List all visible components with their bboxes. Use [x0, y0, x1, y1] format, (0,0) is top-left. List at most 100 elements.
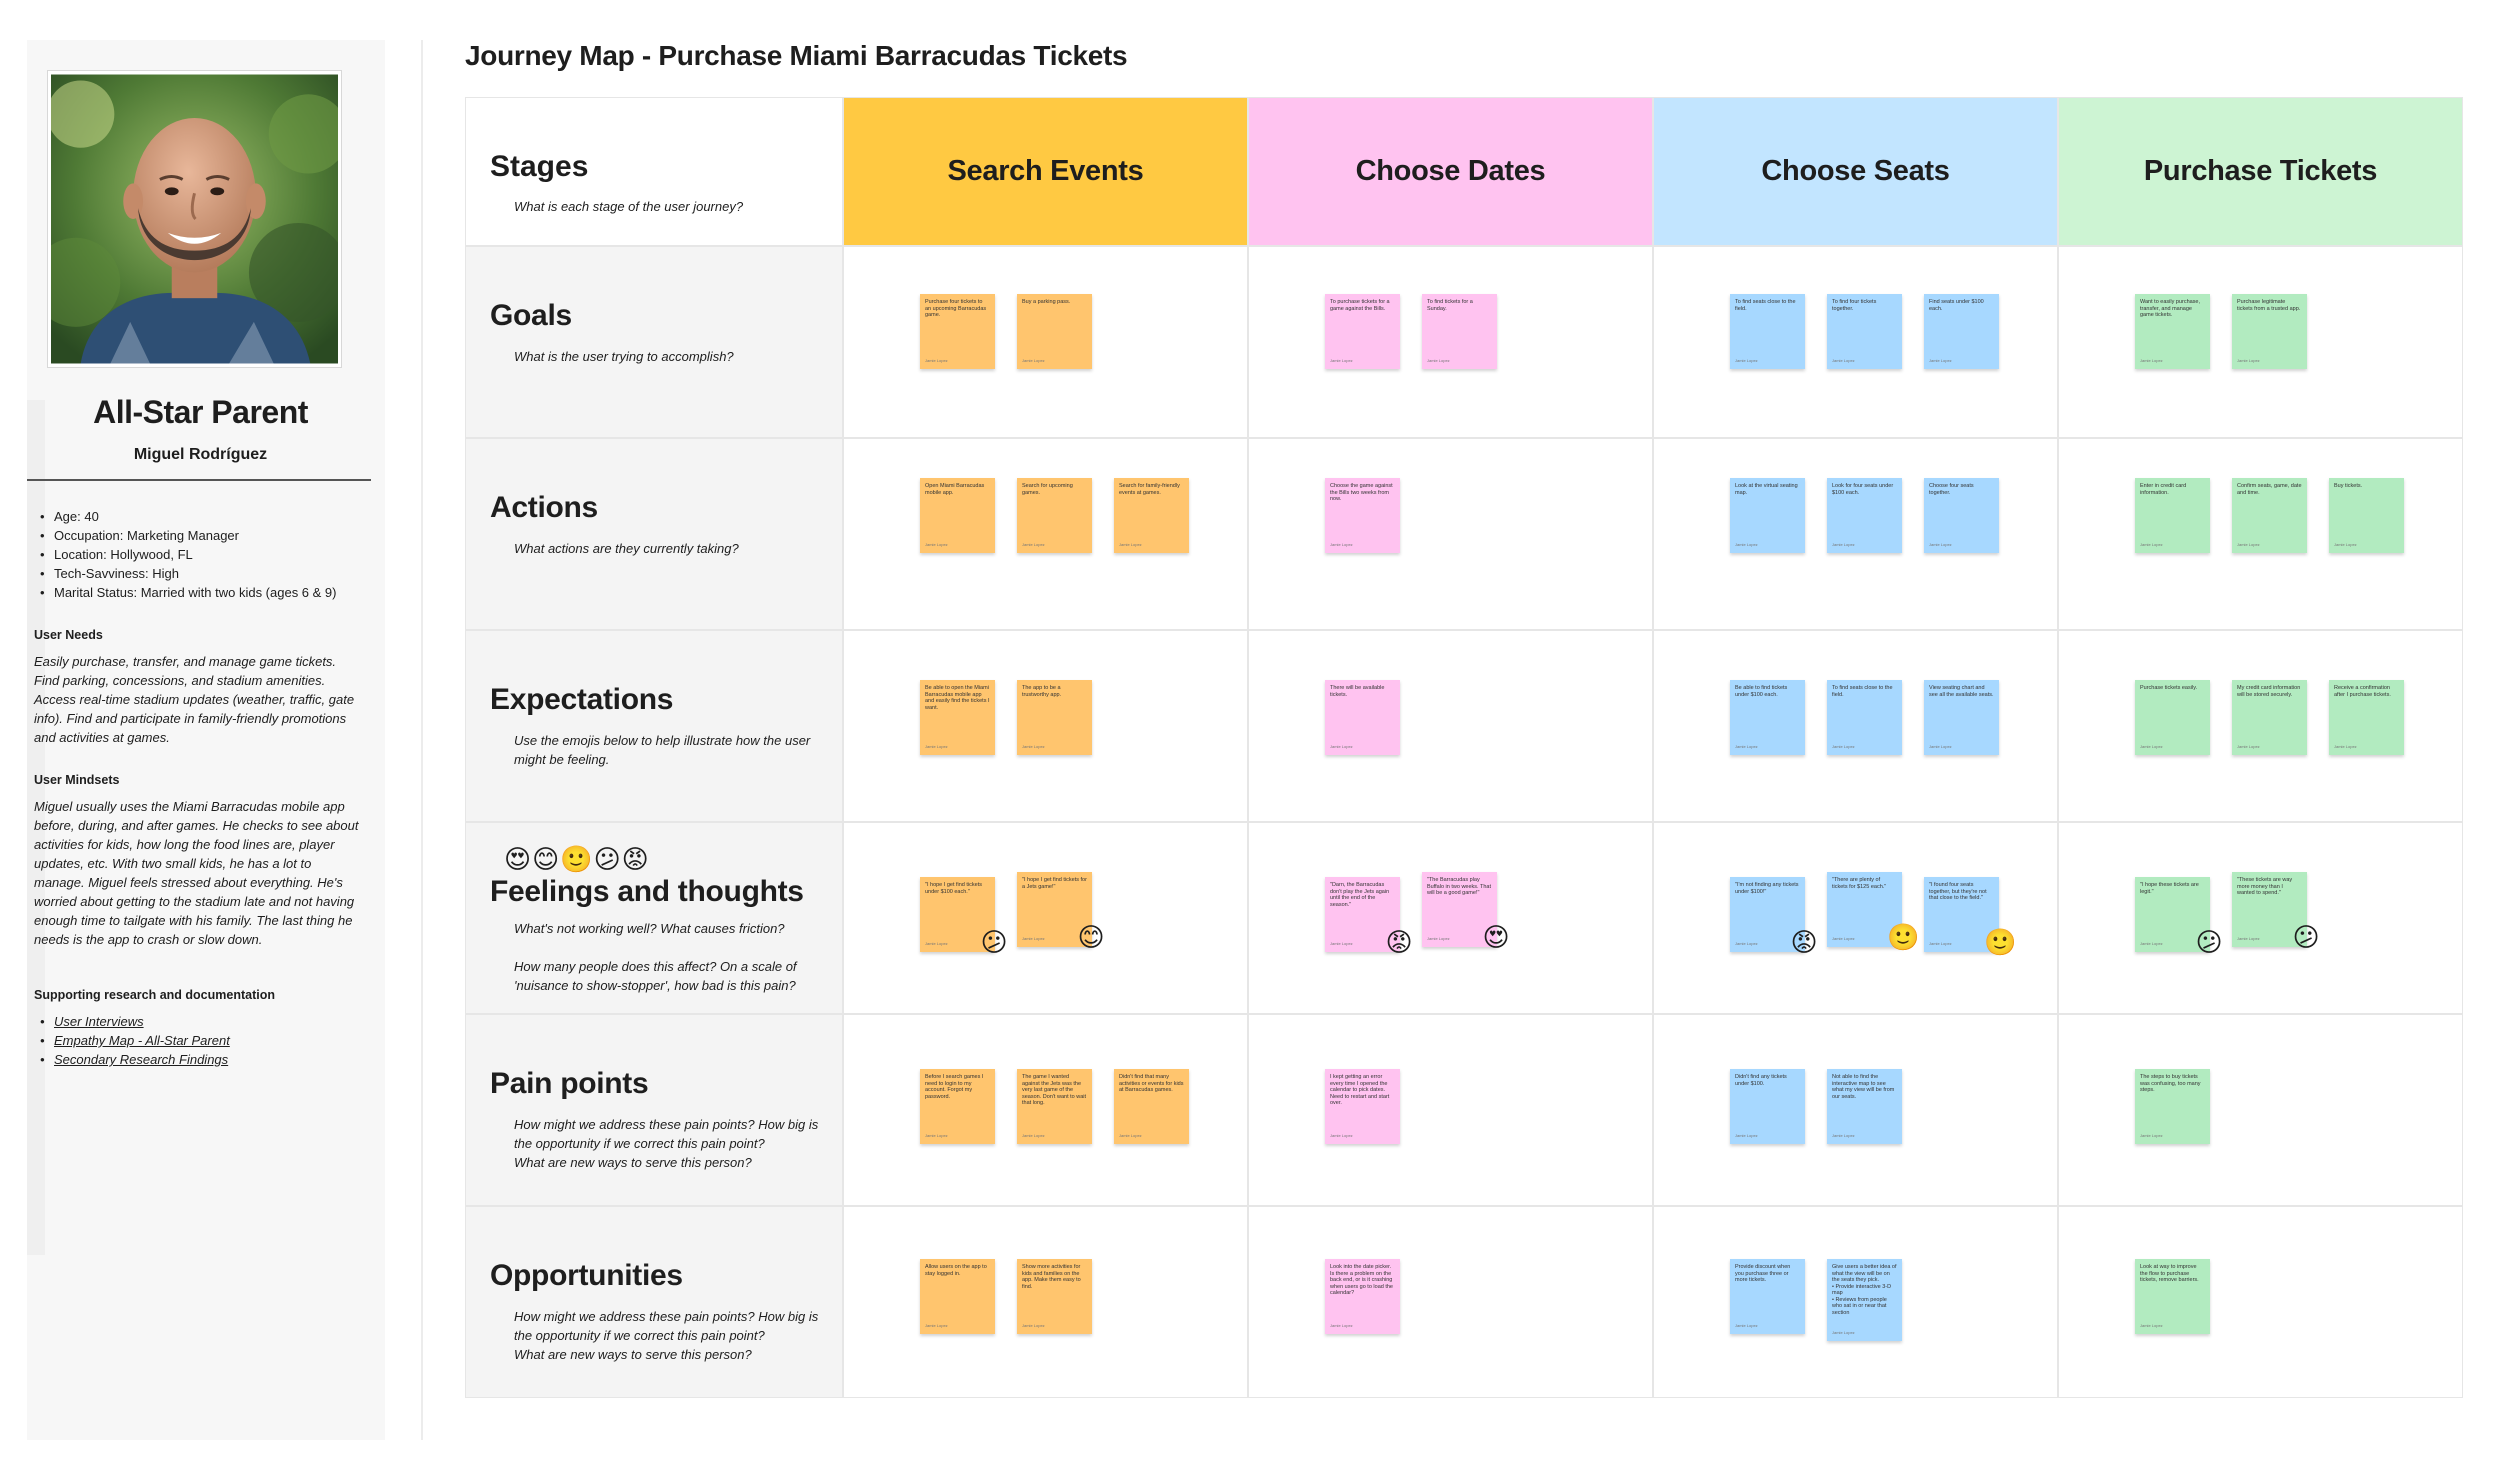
stage-header-purchase-tickets[interactable]: Purchase Tickets	[2058, 97, 2463, 246]
cell-expectations-choose-dates	[1248, 630, 1653, 822]
row-subtext: What actions are they currently taking?	[514, 541, 739, 556]
sticky-note-author: Jamie Lopez	[1330, 1322, 1353, 1328]
emoji-sticker-icon[interactable]: 😕	[980, 928, 1008, 958]
emoji-sticker-icon[interactable]: 🙂	[1984, 928, 2017, 958]
sticky-note[interactable]: To find seats close to the field. Jamie L…	[1730, 294, 1805, 369]
sticky-note[interactable]: Receive a confirmation after I purchase …	[2329, 680, 2404, 755]
sticky-note[interactable]: Look into the date picker. Is there a pr…	[1325, 1259, 1400, 1334]
stages-label: Stages	[490, 150, 589, 183]
link-empathy-map[interactable]: Empathy Map - All-Star Parent	[40, 1031, 230, 1050]
sticky-note[interactable]: "I hope I get find tickets under $100 ea…	[920, 877, 995, 952]
emoji-sticker-icon[interactable]: 😊	[1077, 923, 1105, 953]
sticky-note[interactable]: Open Miami Barracudas mobile app. Jamie L…	[920, 478, 995, 553]
sticky-note-author: Jamie Lopez	[925, 541, 948, 547]
sticky-note[interactable]: "These tickets are way more money than I…	[2232, 872, 2307, 947]
sticky-note[interactable]: Look for four seats under $100 each. Jami…	[1827, 478, 1902, 553]
sticky-note[interactable]: "I found four seats together, but they'r…	[1924, 877, 1999, 952]
sticky-note[interactable]: "I hope I get find tickets for a Jets ga…	[1017, 872, 1092, 947]
cell-feelings-purchase-tickets	[2058, 822, 2463, 1014]
sticky-note[interactable]: "The Barracudas play Buffalo in two week…	[1422, 872, 1497, 947]
sticky-note[interactable]: Before I search games I need to login to…	[920, 1069, 995, 1144]
sticky-note-text: To purchase tickets for a game against t…	[1330, 299, 1390, 312]
sticky-note[interactable]: There will be available tickets. Jamie Lo…	[1325, 680, 1400, 755]
sticky-note[interactable]: To purchase tickets for a game against t…	[1325, 294, 1400, 369]
sticky-note-author: Jamie Lopez	[1929, 541, 1952, 547]
stage-header-search-events[interactable]: Search Events	[843, 97, 1248, 246]
sticky-note[interactable]: Purchase tickets easily. Jamie Lopez	[2135, 680, 2210, 755]
cell-feelings-search-events	[843, 822, 1248, 1014]
emoji-sticker-icon[interactable]: 🙂	[1887, 923, 1920, 953]
link-secondary-research[interactable]: Secondary Research Findings	[40, 1050, 230, 1069]
stage-header-choose-seats[interactable]: Choose Seats	[1653, 97, 2058, 246]
sticky-note[interactable]: Didn't find any tickets under $100. Jamie…	[1730, 1069, 1805, 1144]
sticky-note[interactable]: Want to easily purchase, transfer, and m…	[2135, 294, 2210, 369]
sticky-note-author: Jamie Lopez	[2140, 940, 2163, 946]
sticky-note[interactable]: To find tickets for a Sunday. Jamie Lopez	[1422, 294, 1497, 369]
stage-title: Purchase Tickets	[2143, 155, 2378, 187]
sticky-note[interactable]: Give users a better idea of what the vie…	[1827, 1259, 1902, 1341]
sticky-note[interactable]: "Darn, the Barracudas don't play the Jet…	[1325, 877, 1400, 952]
sticky-note-text: Before I search games I need to login to…	[925, 1074, 984, 1100]
sticky-note[interactable]: Purchase legitimate tickets from a trust…	[2232, 294, 2307, 369]
sticky-note[interactable]: "There are plenty of tickets for $125 ea…	[1827, 872, 1902, 947]
stage-header-choose-dates[interactable]: Choose Dates	[1248, 97, 1653, 246]
emoji-sticker-icon[interactable]: 😍	[1482, 923, 1510, 953]
sticky-note[interactable]: View seating chart and see all the avail…	[1924, 680, 1999, 755]
sticky-note-author: Jamie Lopez	[925, 1322, 948, 1328]
row-subtext: How might we address these pain points? …	[514, 1117, 819, 1170]
sticky-note[interactable]: Buy tickets. Jamie Lopez	[2329, 478, 2404, 553]
sticky-note-text: "I hope these tickets are legit."	[2140, 882, 2199, 895]
sticky-note[interactable]: Be able to open the Miami Barracudas mob…	[920, 680, 995, 755]
emoji-scale: 😍😊🙂😕😡	[504, 845, 650, 875]
sticky-note-text: To find tickets for a Sunday.	[1427, 299, 1473, 312]
link-user-interviews[interactable]: User Interviews	[40, 1012, 230, 1031]
sticky-note[interactable]: Enter in credit card information. Jamie L…	[2135, 478, 2210, 553]
sticky-note[interactable]: Look at way to improve the flow to purch…	[2135, 1259, 2210, 1334]
sticky-note[interactable]: Choose the game against the Bills two we…	[1325, 478, 1400, 553]
sticky-note-text: Confirm seats, game, date and time.	[2237, 483, 2302, 496]
sticky-note[interactable]: Find seats under $100 each. Jamie Lopez	[1924, 294, 1999, 369]
fact-tech-savviness: Tech-Savviness: High	[40, 564, 337, 583]
emoji-sticker-icon[interactable]: 😕	[2292, 923, 2320, 953]
sticky-note[interactable]: "I hope these tickets are legit." Jamie L…	[2135, 877, 2210, 952]
emoji-sticker-icon[interactable]: 😡	[1790, 928, 1818, 958]
sticky-note-author: Jamie Lopez	[1330, 357, 1353, 363]
sticky-note-author: Jamie Lopez	[1832, 935, 1855, 941]
sticky-note[interactable]: To find four tickets together. Jamie Lope…	[1827, 294, 1902, 369]
row-subtext: What is the user trying to accomplish?	[514, 349, 734, 364]
sticky-note-author: Jamie Lopez	[2237, 357, 2260, 363]
stage-title: Choose Seats	[1761, 155, 1950, 187]
sticky-note[interactable]: Look at the virtual seating map. Jamie Lo…	[1730, 478, 1805, 553]
sticky-note[interactable]: The game I wanted against the Jets was t…	[1017, 1069, 1092, 1144]
sticky-note-author: Jamie Lopez	[2140, 1322, 2163, 1328]
sticky-note[interactable]: The steps to buy tickets was confusing, …	[2135, 1069, 2210, 1144]
sticky-note[interactable]: The app to be a trustworthy app. Jamie Lo…	[1017, 680, 1092, 755]
row-title: Goals	[490, 299, 572, 332]
sticky-note[interactable]: Didn't find that many activities or even…	[1114, 1069, 1189, 1144]
sticky-note[interactable]: I kept getting an error every time I ope…	[1325, 1069, 1400, 1144]
sticky-note[interactable]: Provide discount when you purchase three…	[1730, 1259, 1805, 1334]
sticky-note[interactable]: Confirm seats, game, date and time. Jamie…	[2232, 478, 2307, 553]
sticky-note[interactable]: "I'm not finding any tickets under $100!…	[1730, 877, 1805, 952]
sticky-note[interactable]: Purchase four tickets to an upcoming Bar…	[920, 294, 995, 369]
sticky-note[interactable]: Not able to find the interactive map to …	[1827, 1069, 1902, 1144]
persona-photo	[47, 70, 342, 368]
fact-location: Location: Hollywood, FL	[40, 545, 337, 564]
sticky-note[interactable]: Search for upcoming games. Jamie Lopez	[1017, 478, 1092, 553]
sticky-note[interactable]: To find seats close to the field. Jamie L…	[1827, 680, 1902, 755]
sticky-note[interactable]: Be able to find tickets under $100 each.…	[1730, 680, 1805, 755]
row-actions: Actions What actions are they currently …	[465, 438, 843, 630]
emoji-sticker-icon[interactable]: 😕	[2195, 928, 2223, 958]
sticky-note[interactable]: Allow users on the app to stay logged in…	[920, 1259, 995, 1334]
sticky-note-text: Buy tickets.	[2334, 483, 2363, 489]
sticky-note[interactable]: Search for family-friendly events at gam…	[1114, 478, 1189, 553]
sticky-note-text: Choose the game against the Bills two we…	[1330, 483, 1393, 502]
sticky-note[interactable]: Show more activities for kids and famili…	[1017, 1259, 1092, 1334]
sticky-note-text: The steps to buy tickets was confusing, …	[2140, 1074, 2201, 1093]
sticky-note[interactable]: Choose four seats together. Jamie Lopez	[1924, 478, 1999, 553]
sticky-note-author: Jamie Lopez	[925, 357, 948, 363]
sticky-note[interactable]: My credit card information will be store…	[2232, 680, 2307, 755]
emoji-sticker-icon[interactable]: 😡	[1385, 928, 1413, 958]
sticky-note-author: Jamie Lopez	[1427, 357, 1450, 363]
sticky-note[interactable]: Buy a parking pass. Jamie Lopez	[1017, 294, 1092, 369]
